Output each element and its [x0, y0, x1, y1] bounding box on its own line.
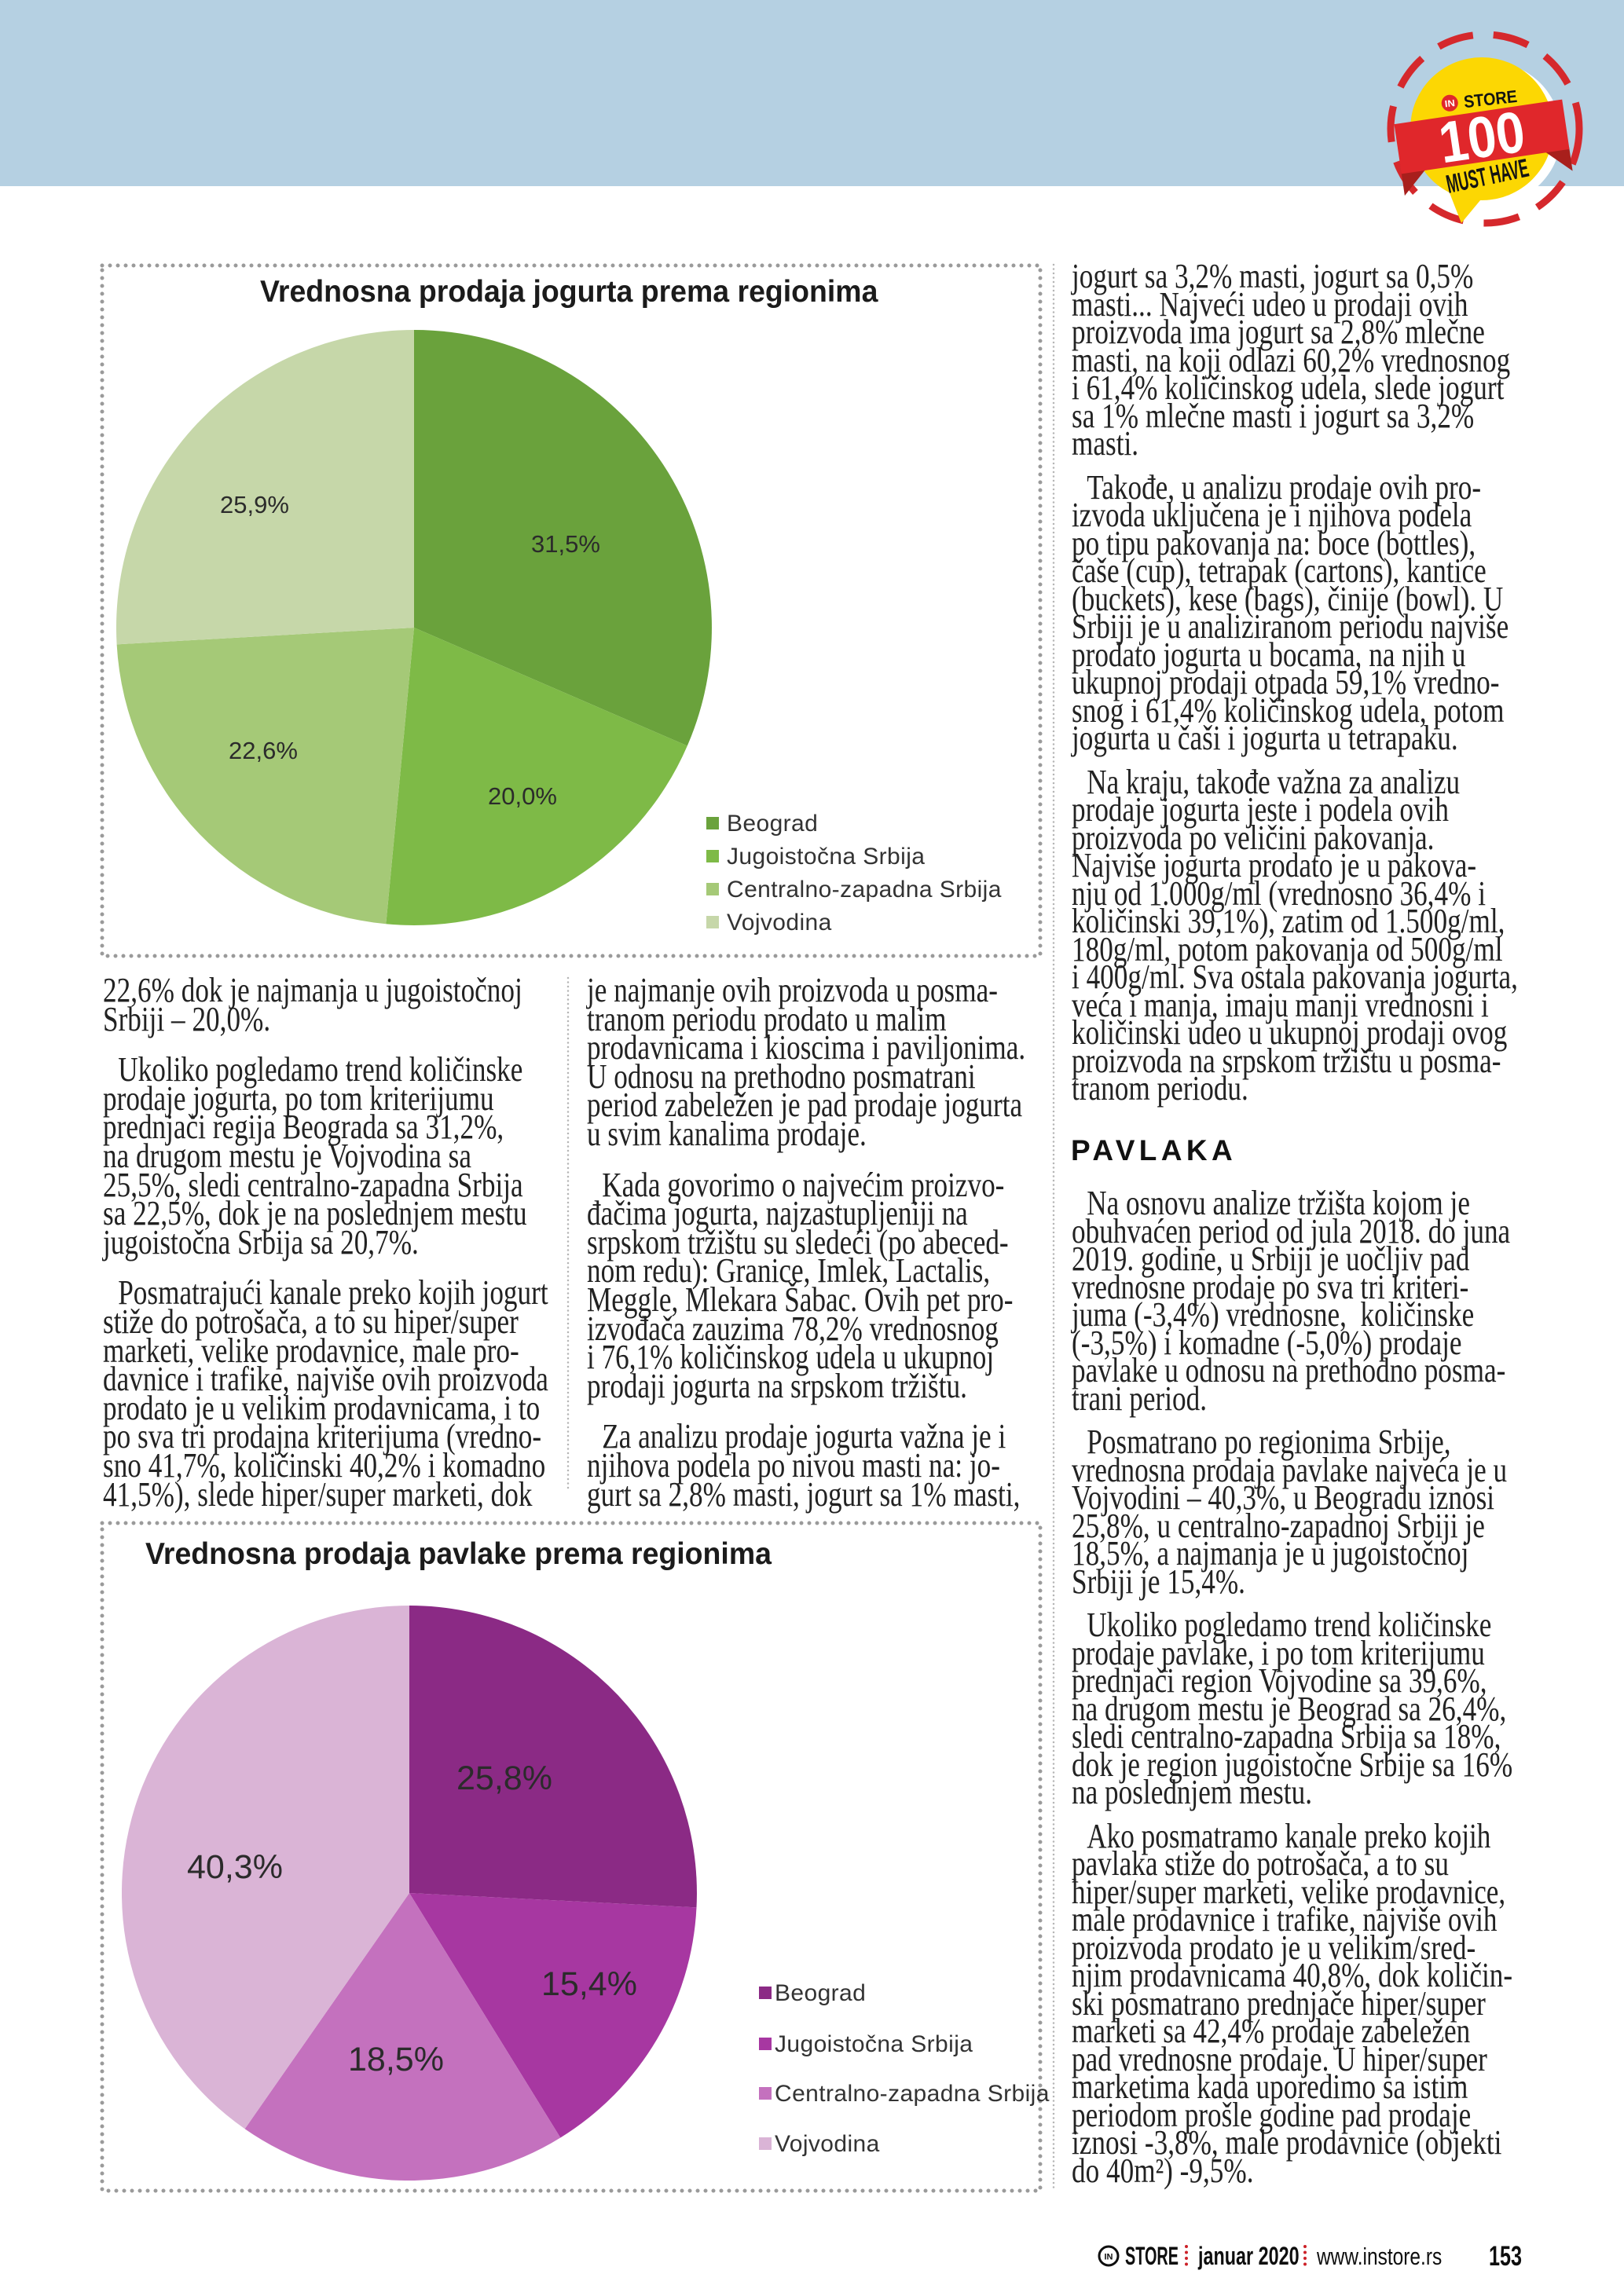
- svg-text:IN: IN: [1105, 2253, 1113, 2262]
- svg-text:IN: IN: [1444, 97, 1455, 109]
- svg-text:100: 100: [1435, 98, 1529, 175]
